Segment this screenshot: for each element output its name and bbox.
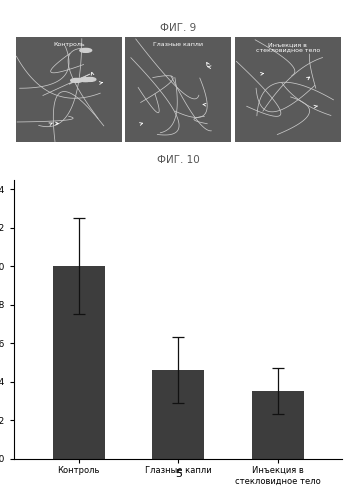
Text: Инъекция в
стекловидное тело: Инъекция в стекловидное тело <box>256 42 320 52</box>
Circle shape <box>71 78 83 82</box>
Bar <box>16 37 122 142</box>
Bar <box>53 266 104 459</box>
Circle shape <box>79 78 91 82</box>
Text: ФИГ. 10: ФИГ. 10 <box>157 155 200 165</box>
Circle shape <box>84 77 96 81</box>
Text: Глазные капли: Глазные капли <box>153 42 203 47</box>
Bar <box>125 37 231 142</box>
Bar <box>252 391 304 459</box>
Bar <box>152 370 204 459</box>
Text: Контроль: Контроль <box>53 42 85 47</box>
Bar <box>235 37 341 142</box>
Text: ФИГ. 9: ФИГ. 9 <box>160 23 196 33</box>
Circle shape <box>80 48 92 52</box>
Text: 5: 5 <box>175 469 182 479</box>
